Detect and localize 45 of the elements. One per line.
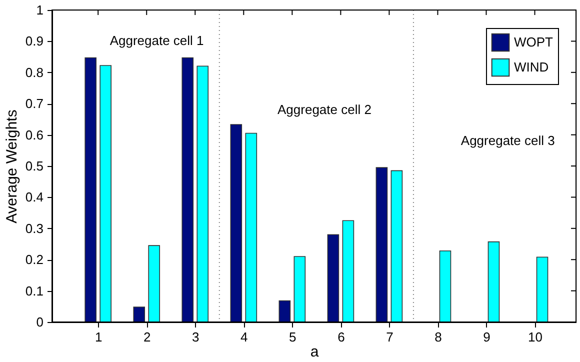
x-tick-label: 5	[289, 330, 296, 344]
y-tick-label: 0.5	[25, 158, 44, 174]
y-tick-label: 0.1	[25, 283, 44, 298]
y-tick-label: 0	[36, 314, 44, 330]
y-tick-label: 0.4	[25, 190, 44, 205]
bar	[390, 170, 403, 322]
bar	[196, 66, 209, 322]
bar	[439, 250, 452, 322]
x-tick-label: 6	[338, 330, 345, 344]
bar	[488, 241, 500, 322]
y-tick-label: 0.7	[25, 96, 44, 112]
bar	[148, 245, 160, 322]
annotation: Aggregate cell 2	[278, 102, 372, 117]
bar	[536, 256, 548, 322]
bar	[376, 167, 388, 322]
bar	[327, 234, 340, 322]
y-tick-label: 1	[36, 2, 44, 18]
x-tick-label: 2	[143, 330, 151, 344]
bar	[84, 57, 96, 322]
bar	[294, 256, 306, 322]
legend-label: WOPT	[514, 34, 554, 50]
legend-label: WIND	[514, 60, 549, 74]
y-tick-label: 0.6	[25, 127, 44, 142]
y-tick-label: 0.8	[25, 64, 44, 80]
x-tick-label: 7	[386, 330, 394, 344]
y-tick-label: 0.9	[25, 34, 44, 49]
x-tick-label: 3	[192, 330, 200, 344]
annotation: Aggregate cell 3	[460, 133, 555, 148]
x-tick-label: 9	[483, 330, 490, 344]
x-tick-label: 8	[434, 330, 442, 344]
bar	[245, 132, 258, 322]
y-axis-title: Average Weights	[3, 110, 20, 224]
annotation: Aggregate cell 1	[110, 33, 204, 48]
x-tick-label: 10	[528, 330, 542, 344]
bar	[182, 57, 194, 322]
y-tick-label: 0.2	[25, 252, 44, 268]
y-tick-label: 0.3	[25, 220, 44, 236]
x-tick-label: 1	[94, 330, 102, 344]
x-tick-label: 4	[240, 330, 248, 344]
bar	[133, 306, 146, 322]
bar	[278, 300, 291, 322]
bar	[230, 124, 242, 322]
x-axis-title: a	[310, 344, 320, 360]
bar	[342, 220, 354, 322]
bar	[100, 65, 112, 322]
